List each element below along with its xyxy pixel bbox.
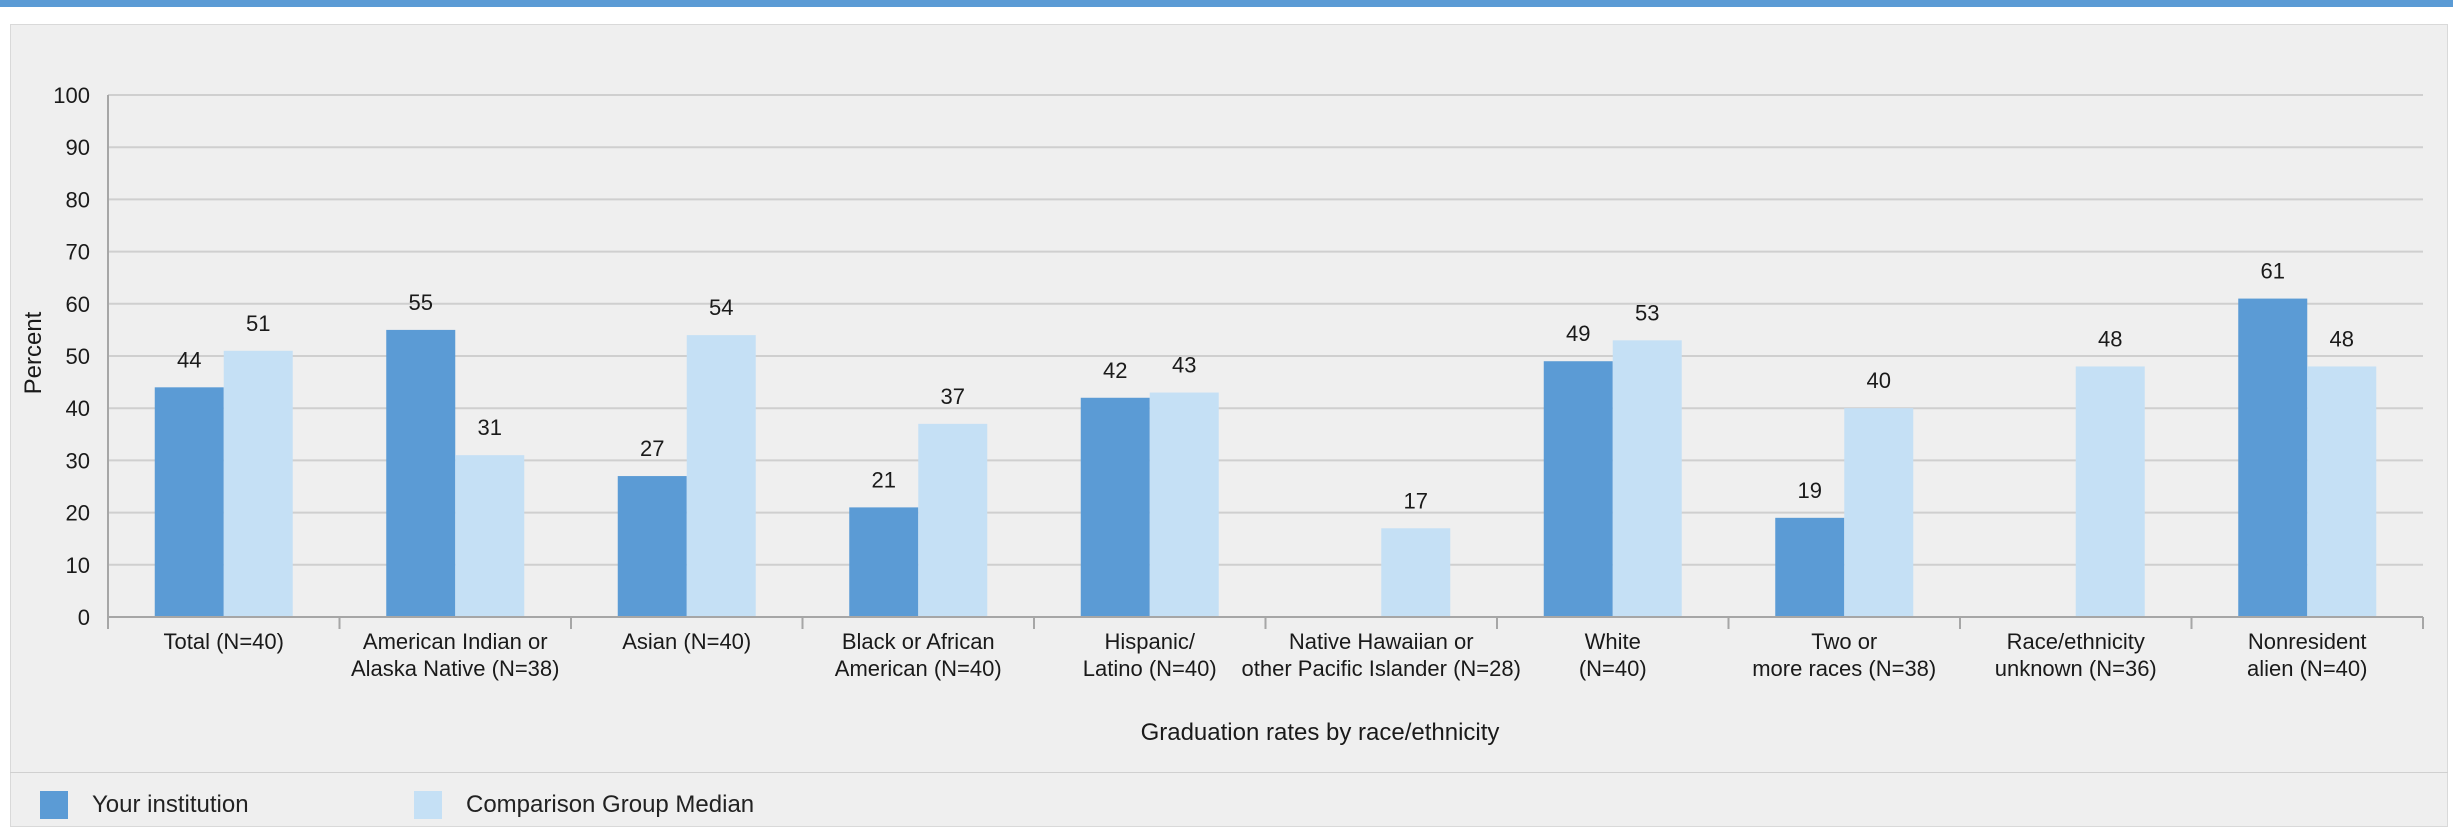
legend-swatch-your-institution (40, 791, 68, 819)
data-label: 49 (1566, 321, 1590, 346)
x-tick-label: White (1585, 629, 1641, 654)
data-label: 21 (872, 467, 896, 492)
legend-item-comparison-group-median: Comparison Group Median (414, 791, 754, 819)
x-tick-label: more races (N=38) (1752, 656, 1936, 681)
data-label: 37 (941, 384, 965, 409)
bar-comparison-median (1381, 528, 1451, 617)
axes (107, 95, 2424, 629)
y-tick-label: 0 (78, 605, 90, 630)
bar-your-institution (617, 476, 687, 617)
data-label: 55 (409, 290, 433, 315)
data-label: 40 (1867, 368, 1891, 393)
x-tick-label: alien (N=40) (2247, 656, 2367, 681)
data-label: 27 (640, 436, 664, 461)
x-tick-label: Latino (N=40) (1083, 656, 1217, 681)
bar-comparison-median (455, 455, 525, 617)
x-tick-label: Black or African (842, 629, 995, 654)
x-tick-label: Two or (1811, 629, 1877, 654)
data-label: 17 (1404, 488, 1428, 513)
y-tick-label: 70 (66, 240, 90, 265)
x-tick-label: American (N=40) (835, 656, 1002, 681)
x-tick-label: Hispanic/ (1105, 629, 1196, 654)
data-label: 31 (478, 415, 502, 440)
y-tick-label: 50 (66, 344, 90, 369)
x-tick-label: Race/ethnicity (2007, 629, 2145, 654)
x-tick-label: Alaska Native (N=38) (351, 656, 559, 681)
y-tick-label: 10 (66, 553, 90, 578)
x-axis-title: Graduation rates by race/ethnicity (1141, 719, 1500, 746)
bar-your-institution (386, 329, 456, 617)
x-tick-label: Nonresident (2248, 629, 2367, 654)
bar-your-institution (2238, 298, 2308, 617)
bar-comparison-median (223, 350, 293, 617)
x-tick-label: American Indian or (363, 629, 548, 654)
data-label: 54 (709, 295, 733, 320)
legend-label-your-institution: Your institution (92, 791, 249, 818)
y-tick-label: 60 (66, 292, 90, 317)
data-label: 53 (1635, 300, 1659, 325)
bar-comparison-median (2075, 366, 2145, 617)
bar-your-institution (1543, 361, 1613, 617)
data-label: 43 (1172, 353, 1196, 378)
y-tick-label: 30 (66, 448, 90, 473)
y-tick-label: 100 (53, 83, 90, 108)
bar-your-institution (154, 387, 224, 617)
x-tick-label: Native Hawaiian or (1289, 629, 1474, 654)
bar-comparison-median (1149, 392, 1219, 617)
y-tick-label: 90 (66, 135, 90, 160)
y-axis-title: Percent (20, 311, 47, 394)
y-tick-label: 20 (66, 501, 90, 526)
y-tick-label: 80 (66, 187, 90, 212)
data-label: 42 (1103, 358, 1127, 383)
labels: 0 10 20 30 40 50 60 70 80 90 100 44 51 Total (N=40) 55… (53, 83, 2367, 681)
bar-comparison-median (1612, 340, 1682, 617)
data-label: 19 (1798, 478, 1822, 503)
y-tick-label: 40 (66, 396, 90, 421)
legend-label-comparison-group-median: Comparison Group Median (466, 791, 755, 818)
gridlines (108, 94, 2423, 566)
x-tick-label: other Pacific Islander (N=28) (1242, 656, 1521, 681)
data-label: 61 (2261, 259, 2285, 284)
data-label: 48 (2098, 326, 2122, 351)
x-tick-label: Asian (N=40) (622, 629, 751, 654)
legend: Your institution Comparison Group Median (10, 772, 2448, 827)
x-tick-label: Total (N=40) (164, 629, 284, 654)
bar-comparison-median (1844, 408, 1914, 617)
bars (154, 298, 2377, 617)
data-label: 48 (2330, 326, 2354, 351)
bar-comparison-median (686, 335, 756, 617)
x-tick-label: unknown (N=36) (1995, 656, 2157, 681)
data-label: 44 (177, 347, 201, 372)
bar-comparison-median (918, 423, 988, 617)
x-tick-label: (N=40) (1579, 656, 1647, 681)
bar-your-institution (849, 507, 919, 617)
data-label: 51 (246, 311, 270, 336)
bar-your-institution (1080, 397, 1150, 617)
bar-comparison-median (2307, 366, 2377, 617)
top-accent-bar (0, 0, 2453, 7)
legend-swatch-comparison-group-median (414, 791, 442, 819)
bar-your-institution (1775, 517, 1845, 617)
legend-item-your-institution: Your institution (40, 791, 249, 819)
